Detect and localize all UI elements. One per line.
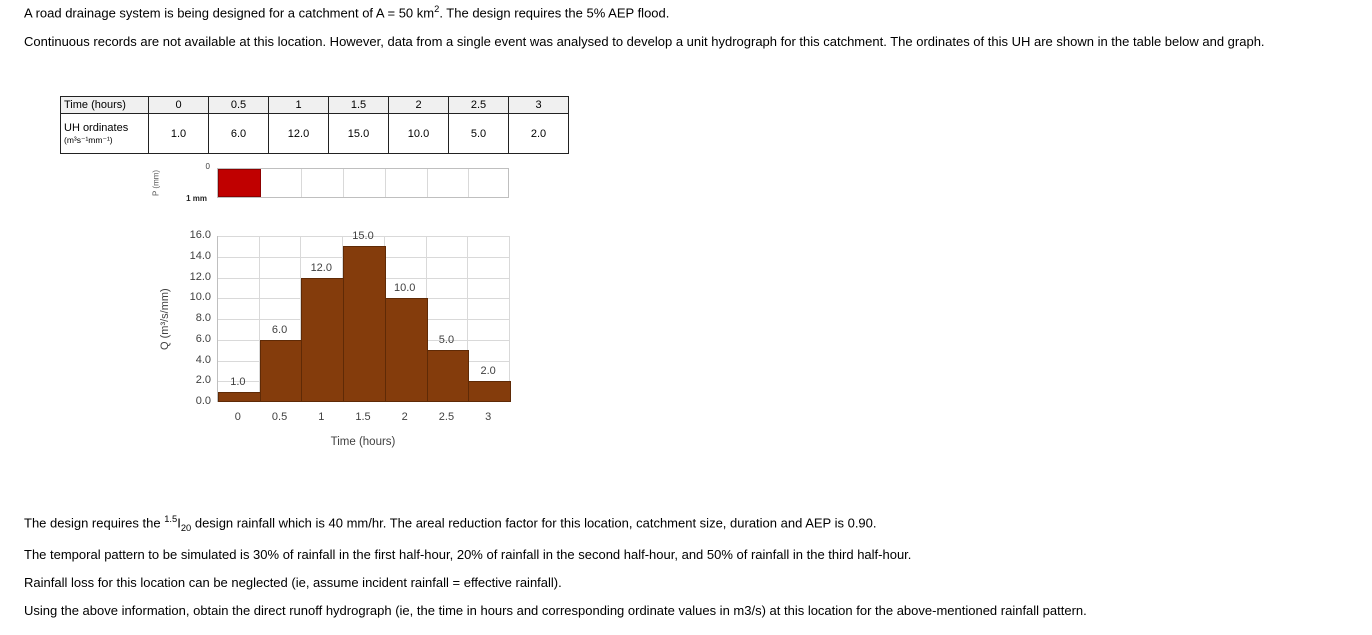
q-gridline [218,339,509,341]
ordinate-cell: 6.0 [208,113,269,154]
bar-value-label: 5.0 [438,334,455,347]
temporal-pattern-paragraph: The temporal pattern to be simulated is … [24,547,912,562]
y-tick-label: 0.0 [195,395,211,407]
bar-value-label: 10.0 [393,282,416,295]
q-vgridline [300,236,302,402]
time-cell: 0.5 [208,96,269,114]
rain-gridline [468,169,470,197]
rain-bar [218,169,261,197]
q-gridline [218,256,509,258]
q-vgridline [342,236,344,402]
design-rainfall-pre: The design requires the [24,515,165,531]
y-tick-label: 8.0 [195,312,211,324]
rain-axis-label: P (mm) [151,169,161,197]
bar-value-label: 12.0 [310,261,332,274]
q-axis-label: Q (m³/s/mm) [159,288,171,350]
rain-gridline [426,169,428,197]
bar-value-label: 2.0 [480,365,496,378]
x-tick-label: 2.5 [438,411,455,423]
uh-bar [426,350,470,402]
uh-bar [468,381,511,402]
intro-line-1-text: A road drainage system is being designed… [24,5,435,21]
y-tick-label: 10.0 [189,291,211,304]
uh-bar [301,277,345,402]
q-gridline [218,381,509,383]
uh-ordinates-label: UH ordinates [64,121,129,134]
design-rainfall-paragraph: The design requires the 1.5I20 design ra… [24,514,877,533]
task-paragraph: Using the above information, obtain the … [24,603,1087,618]
y-tick-label: 4.0 [195,353,211,366]
uh-bar [259,339,303,402]
rain-plot-area [217,168,509,198]
aep-subscript: 20 [180,522,192,533]
x-tick-label: 3 [485,411,492,423]
uh-bar [343,246,386,402]
q-gridline [218,277,509,279]
uh-bar [384,298,428,402]
time-cell: 3 [508,96,569,114]
time-cell: 1.5 [328,96,389,114]
q-vgridline [509,236,510,402]
q-vgridline [383,236,385,402]
q-gridline [218,319,509,320]
y-tick-label: 12.0 [189,270,211,283]
q-vgridline [425,236,427,402]
x-tick-label: 0.5 [271,411,288,423]
rain-gridline [301,169,303,197]
rainfall-loss-paragraph: Rainfall loss for this location can be n… [24,575,562,590]
uh-ordinates-table: Time (hours) 0 0.5 1 1.5 2 2.5 3 UH ordinates(… [60,96,569,154]
uh-ordinates-units: (m³s⁻¹mm⁻¹) [64,134,113,145]
ordinate-cell: 12.0 [268,113,329,154]
rain-axis-tick-zero: 0 [205,162,210,171]
ordinate-cell: 10.0 [388,113,449,154]
table-row-ordinates: UH ordinates (m³s⁻¹mm⁻¹) 1.0 6.0 12.0 15.0 10… [60,113,569,154]
bar-value-label: 15.0 [352,230,374,243]
rain-gridline [259,169,261,197]
intro-line-2: Continuous records are not available at … [24,34,1265,49]
y-tick-label: 6.0 [195,332,211,345]
design-rainfall-post: design rainfall which is 40 mm/hr. The a… [191,515,877,531]
y-tick-label: 2.0 [195,374,211,387]
ordinate-cell: 5.0 [448,113,509,154]
rain-gridline [343,169,345,197]
time-cell: 2.5 [448,96,509,114]
time-cell: 2 [388,96,449,114]
intro-line-1-tail: . The design requires the 5% AEP flood. [439,5,670,21]
time-cell: 1 [268,96,329,114]
table-row-time: Time (hours) 0 0.5 1 1.5 2 2.5 3 [60,96,569,114]
x-tick-label: 0 [234,411,241,423]
y-tick-label: 14.0 [189,249,211,262]
duration-superscript: 1.5 [164,514,178,524]
x-tick-label: 2 [401,411,408,423]
time-cell: 0 [148,96,209,114]
x-axis-label: Time (hours) [330,436,396,448]
q-gridline [218,236,509,237]
intro-line-1: A road drainage system is being designed… [24,4,669,20]
uh-bar [218,391,261,402]
ordinate-cell: 15.0 [328,113,389,154]
x-axis-line [218,401,509,402]
row-header-time: Time (hours) [60,96,149,114]
bar-value-label: 6.0 [271,323,288,336]
q-gridline [218,360,509,362]
q-vgridline [258,236,260,402]
bar-value-label: 1.0 [230,375,246,388]
x-tick-label: 1.5 [355,411,371,423]
y-tick-label: 16.0 [189,229,211,241]
row-header-uh-ordinates: UH ordinates (m³s⁻¹mm⁻¹) [60,113,149,154]
ordinate-cell: 1.0 [148,113,209,154]
q-gridline [218,298,509,300]
rain-gridline [384,169,386,197]
km-squared-superscript: 2 [434,4,440,14]
intensity-symbol: I [177,515,181,531]
q-plot-area [217,236,511,402]
rain-depth-label: 1 mm [186,194,207,203]
x-tick-label: 1 [318,411,325,423]
ordinate-cell: 2.0 [508,113,569,154]
q-vgridline [467,236,469,402]
